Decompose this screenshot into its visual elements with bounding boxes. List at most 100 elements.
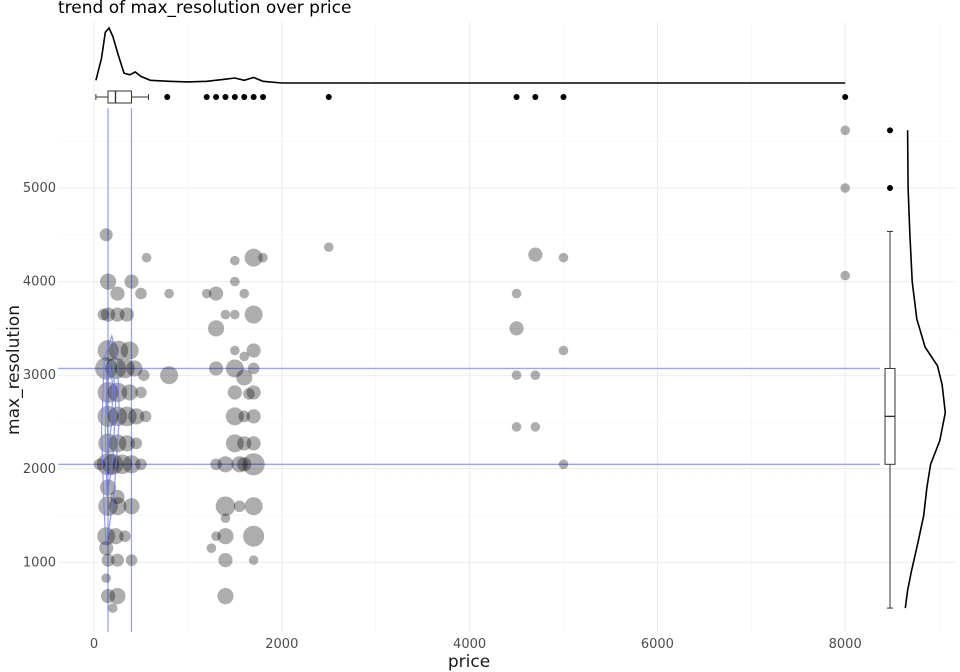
right-marginal-plot <box>884 127 947 609</box>
price-outlier <box>213 94 220 100</box>
data-point <box>118 435 135 452</box>
data-point <box>225 407 244 426</box>
data-point <box>230 309 240 320</box>
x-tick-label: 4000 <box>453 637 486 652</box>
data-point <box>115 358 135 379</box>
price-outlier <box>222 94 229 100</box>
data-point <box>558 345 569 356</box>
data-point <box>244 305 263 324</box>
data-point <box>246 385 261 400</box>
y-axis-ticks: 1000 2000 3000 4000 5000 <box>23 181 56 570</box>
reference-lines <box>58 108 880 632</box>
data-point <box>95 357 118 380</box>
price-outlier <box>203 94 210 100</box>
data-point <box>99 273 117 290</box>
data-point <box>101 553 115 567</box>
price-outlier <box>164 94 171 100</box>
data-point <box>509 321 524 336</box>
data-point <box>217 587 234 605</box>
data-point <box>238 410 251 423</box>
data-point <box>528 247 543 262</box>
data-point <box>530 422 541 432</box>
data-point <box>137 369 150 382</box>
data-point <box>558 459 569 470</box>
data-point <box>119 307 134 322</box>
data-point <box>122 455 141 474</box>
data-point <box>139 410 152 423</box>
resolution-density-curve <box>904 130 947 609</box>
density-contour <box>104 360 117 497</box>
data-point <box>160 366 179 385</box>
data-point <box>243 388 255 400</box>
data-point <box>141 252 152 263</box>
data-point <box>135 287 147 300</box>
data-point <box>244 497 263 516</box>
data-point <box>112 454 132 475</box>
data-point <box>227 385 242 400</box>
price-outlier <box>560 94 567 100</box>
data-point <box>248 555 259 565</box>
data-point <box>239 351 250 362</box>
x-tick-label: 8000 <box>829 637 862 652</box>
resolution-outlier <box>887 185 893 191</box>
data-point <box>110 553 124 567</box>
data-point <box>217 456 234 473</box>
data-point <box>97 308 110 321</box>
data-point <box>208 361 224 376</box>
data-points <box>93 125 850 613</box>
data-point <box>225 434 244 453</box>
data-point <box>208 286 224 301</box>
x-tick-label: 6000 <box>641 637 674 652</box>
x-axis-ticks: 0 2000 4000 6000 8000 <box>90 637 862 652</box>
data-point <box>101 573 112 583</box>
price-outlier <box>513 94 520 100</box>
data-point <box>123 498 140 515</box>
data-point <box>840 183 850 193</box>
price-density-curve <box>95 26 846 84</box>
price-box <box>107 90 132 104</box>
data-point <box>201 288 212 299</box>
price-outlier <box>532 94 539 100</box>
data-point <box>246 436 261 451</box>
data-point <box>210 458 222 471</box>
data-point <box>220 309 231 320</box>
data-point <box>128 408 145 425</box>
data-point <box>135 386 147 399</box>
data-point <box>239 288 250 299</box>
data-point <box>258 252 268 263</box>
chart-title: trend of max_resolution over price <box>58 0 351 18</box>
data-point <box>217 528 234 545</box>
data-point <box>215 496 236 517</box>
y-tick-label: 3000 <box>23 368 56 383</box>
data-point <box>511 288 522 299</box>
data-point <box>218 553 233 568</box>
data-point <box>237 457 252 472</box>
data-point <box>109 587 126 605</box>
data-point <box>247 362 260 375</box>
data-point <box>246 409 261 424</box>
data-point <box>246 343 261 358</box>
data-point <box>840 270 850 281</box>
data-point <box>242 453 265 476</box>
price-outlier <box>250 94 257 100</box>
x-tick-label: 2000 <box>265 637 298 652</box>
data-point <box>225 359 244 378</box>
y-axis-title: max_resolution <box>4 305 24 435</box>
y-tick-label: 5000 <box>23 181 56 196</box>
data-point <box>207 320 225 337</box>
y-tick-label: 1000 <box>23 555 56 570</box>
data-point <box>558 252 569 263</box>
data-point <box>230 255 240 266</box>
x-axis-title: price <box>448 652 490 672</box>
data-point <box>100 588 116 604</box>
data-point <box>530 370 541 381</box>
data-point <box>230 276 240 287</box>
data-point <box>124 274 139 289</box>
data-point <box>244 248 263 267</box>
data-point <box>110 307 125 322</box>
price-outlier <box>325 94 332 100</box>
data-point <box>125 554 138 566</box>
data-point <box>230 345 240 356</box>
price-outlier <box>241 94 248 100</box>
